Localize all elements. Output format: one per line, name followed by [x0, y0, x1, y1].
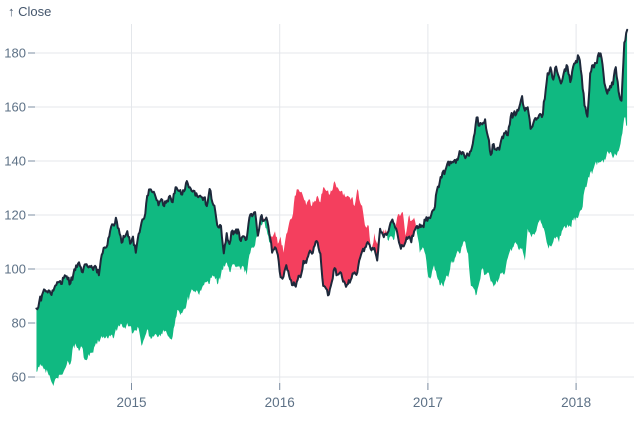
y-tick-label: 180 — [4, 46, 26, 61]
x-tick-label: 2015 — [116, 395, 146, 410]
y-tick-label: 140 — [4, 154, 26, 169]
x-tick-label: 2016 — [265, 395, 295, 410]
y-tick-label: 100 — [4, 262, 26, 277]
y-tick-label: 160 — [4, 100, 26, 115]
x-tick-label: 2017 — [413, 395, 443, 410]
close-price-line — [35, 28, 629, 311]
y-tick-label: 80 — [12, 316, 26, 331]
x-tick-label: 2018 — [561, 395, 591, 410]
y-tick-label: 120 — [4, 208, 26, 223]
y-tick-label: 60 — [12, 370, 26, 385]
y-axis-title: ↑ Close — [8, 4, 52, 19]
